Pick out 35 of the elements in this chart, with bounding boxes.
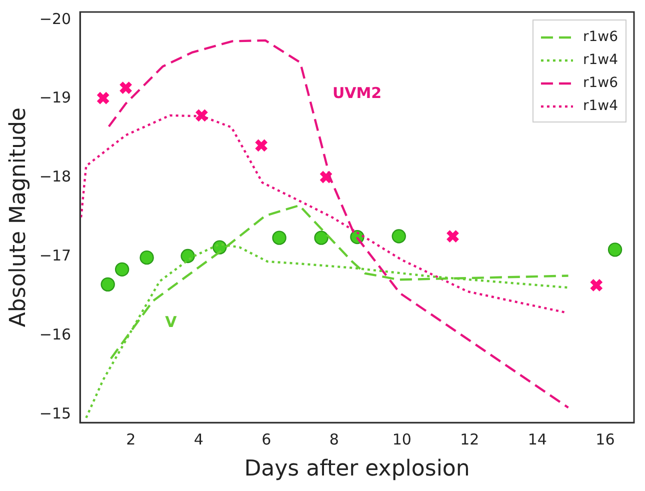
point xyxy=(96,91,110,105)
point xyxy=(180,248,195,264)
point xyxy=(272,230,286,245)
x-tick-label: 8 xyxy=(329,430,339,448)
legend-label: r1w4 xyxy=(582,52,618,68)
x-tick-label: 10 xyxy=(392,430,412,448)
legend-label: r1w6 xyxy=(582,29,618,46)
point xyxy=(446,229,460,244)
y-tick-label: −19 xyxy=(39,88,72,107)
x-tick-label: 4 xyxy=(194,430,204,448)
point xyxy=(608,242,622,257)
point xyxy=(254,138,268,152)
point xyxy=(114,262,130,277)
point xyxy=(140,250,154,265)
legend-label: r1w4 xyxy=(582,98,618,114)
x-tick-label: 12 xyxy=(460,430,480,448)
point xyxy=(100,277,115,292)
y-axis-title: Absolute Magnitude xyxy=(6,107,31,328)
point xyxy=(392,229,406,244)
point xyxy=(590,278,604,292)
point xyxy=(118,80,133,95)
point xyxy=(314,230,328,245)
x-tick-label: 14 xyxy=(528,430,547,448)
y-tick-label: −20 xyxy=(39,10,72,28)
x-tick-label: 16 xyxy=(596,430,615,448)
y-tick-label: −17 xyxy=(39,246,72,265)
annotation: V xyxy=(165,313,178,332)
annotation: UVM2 xyxy=(332,84,382,102)
legend-label: r1w6 xyxy=(582,75,618,92)
x-axis-title: Days after explosion xyxy=(244,456,470,482)
x-tick-label: 6 xyxy=(262,430,272,448)
y-tick-label: −15 xyxy=(39,404,72,423)
x-tick-label: 2 xyxy=(126,430,136,448)
y-tick-label: −16 xyxy=(39,326,72,344)
y-tick-label: −18 xyxy=(39,168,72,186)
